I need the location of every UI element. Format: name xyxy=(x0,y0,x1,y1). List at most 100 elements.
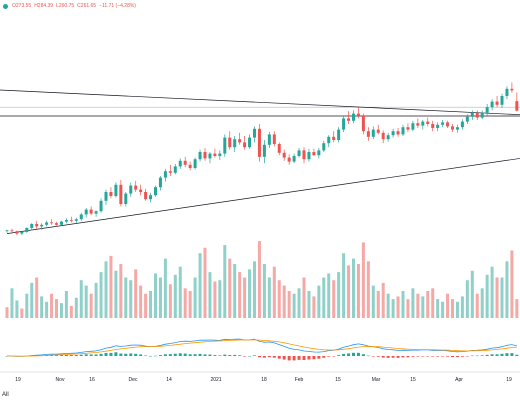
macd-histogram-bar xyxy=(515,354,519,356)
candle-body xyxy=(480,112,484,118)
candle-body xyxy=(203,152,207,159)
candle-body xyxy=(342,118,346,130)
volume-bar xyxy=(470,270,474,318)
volume-bar xyxy=(455,301,459,318)
volume-bar xyxy=(84,285,88,318)
candle-body xyxy=(15,231,19,234)
candle xyxy=(238,132,242,145)
macd-histogram-bar xyxy=(460,356,464,357)
candle-body xyxy=(446,122,450,127)
candle-body xyxy=(104,192,108,201)
macd-histogram-bar xyxy=(480,355,484,356)
candle xyxy=(129,182,133,197)
ohlc-header: O273.55 H284.39 L260.75 C261.65 −11.71 (… xyxy=(0,0,139,12)
volume-bar xyxy=(45,301,49,318)
macd-histogram-bar xyxy=(228,355,232,356)
candle xyxy=(144,188,148,201)
candle xyxy=(352,110,355,124)
macd-histogram-bar xyxy=(475,355,479,357)
volume-bar xyxy=(129,280,133,318)
volume-bar xyxy=(218,280,222,318)
candle xyxy=(188,161,192,171)
candle-body xyxy=(50,222,54,224)
volume-bar xyxy=(307,291,311,318)
macd-pane xyxy=(5,338,519,361)
volume-bar xyxy=(59,303,63,318)
volume-bar xyxy=(475,293,479,318)
time-axis-tick-label: Mar xyxy=(372,377,381,383)
macd-histogram-bar xyxy=(178,353,182,356)
volume-bar xyxy=(515,299,519,318)
volume-bar xyxy=(144,293,148,318)
candle xyxy=(158,176,162,191)
candle xyxy=(99,198,103,213)
candle-body xyxy=(89,209,93,214)
candle xyxy=(55,221,58,227)
candle xyxy=(446,120,450,128)
candle xyxy=(297,148,301,158)
candle xyxy=(500,93,504,108)
macd-histogram-bar xyxy=(64,354,68,356)
candle-body xyxy=(277,144,281,153)
volume-bar xyxy=(69,305,73,318)
candle xyxy=(441,120,445,128)
volume-bar xyxy=(158,277,162,318)
volume-bar xyxy=(500,277,504,318)
volume-bar xyxy=(168,284,172,318)
volume-bar xyxy=(490,266,494,318)
candle-body xyxy=(282,152,286,158)
candle-body xyxy=(45,222,49,225)
candle-body xyxy=(144,192,148,200)
volume-bar xyxy=(154,273,157,318)
candle-body xyxy=(59,221,63,225)
macd-histogram-bar xyxy=(337,355,341,356)
volume-bar xyxy=(396,296,400,318)
candle-body xyxy=(64,220,68,222)
volume-bar xyxy=(64,291,68,318)
macd-histogram-bar xyxy=(510,353,514,356)
candle xyxy=(193,157,197,170)
macd-histogram-bar xyxy=(465,356,469,357)
time-axis-tick-label: 14 xyxy=(166,377,172,383)
volume-bar xyxy=(282,285,286,318)
candle xyxy=(104,189,108,205)
macd-histogram-bar xyxy=(59,355,63,356)
candle xyxy=(465,114,469,124)
volume-bar xyxy=(15,300,19,318)
macd-histogram-bar xyxy=(183,353,187,356)
candle xyxy=(15,230,19,236)
ohlc-high: H284.39 xyxy=(34,3,54,9)
macd-histogram-bar xyxy=(426,356,430,357)
volume-bar xyxy=(10,288,14,318)
candle xyxy=(178,158,182,169)
macd-histogram-bar xyxy=(441,356,445,357)
volume-bar xyxy=(277,280,281,318)
candle xyxy=(59,220,63,226)
candle-body xyxy=(332,136,336,140)
candle xyxy=(74,217,78,224)
macd-histogram-bar xyxy=(173,353,177,356)
volume-bar xyxy=(25,293,29,318)
volume-bar xyxy=(302,277,306,318)
volume-bar xyxy=(416,293,420,318)
time-axis-tick-label: Apr xyxy=(455,377,463,383)
volume-bar xyxy=(228,258,232,318)
candle-body xyxy=(129,185,133,194)
macd-histogram-bar xyxy=(158,355,162,356)
range-all-button[interactable]: All xyxy=(2,392,9,398)
candle-body xyxy=(495,101,499,105)
candle-body xyxy=(55,223,58,225)
candle-body xyxy=(347,118,351,121)
candle xyxy=(84,208,88,218)
candle-body xyxy=(109,192,113,196)
macd-histogram-bar xyxy=(332,356,336,357)
candle xyxy=(480,110,484,120)
trendlines xyxy=(0,89,520,234)
candle-body xyxy=(124,193,128,204)
time-axis-tick-label: 19 xyxy=(506,377,512,383)
volume-bar xyxy=(480,288,484,318)
volume-bar xyxy=(94,282,98,318)
volume-bar xyxy=(20,308,24,318)
macd-histogram-bar xyxy=(416,356,420,357)
